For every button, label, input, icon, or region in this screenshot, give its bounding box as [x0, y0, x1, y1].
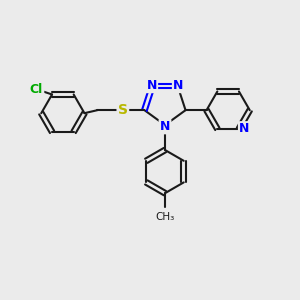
- Text: N: N: [239, 122, 250, 135]
- Text: Cl: Cl: [30, 83, 43, 97]
- Text: N: N: [173, 79, 184, 92]
- Text: CH₃: CH₃: [155, 212, 175, 222]
- Text: N: N: [146, 79, 157, 92]
- Text: S: S: [118, 103, 128, 117]
- Text: N: N: [160, 120, 170, 133]
